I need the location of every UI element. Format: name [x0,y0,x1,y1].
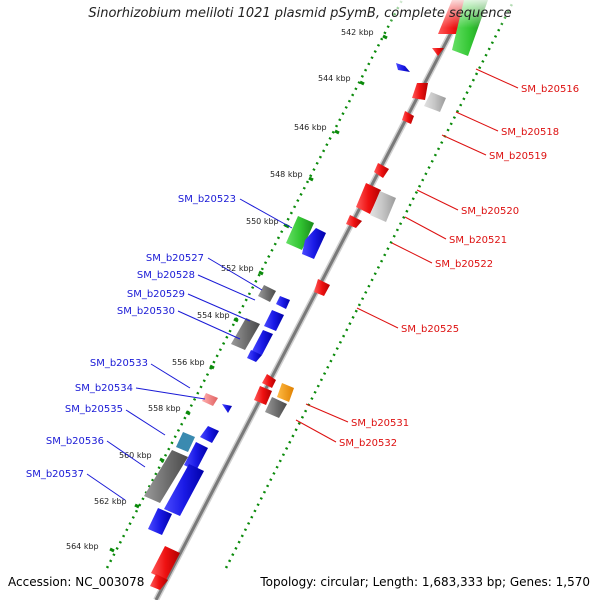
feature-blue-arrow [396,63,410,72]
tick-label-546: 546 kbp [294,123,327,132]
tick-label-542: 542 kbp [341,28,374,37]
gene-label-SM_b20520[interactable]: SM_b20520 [461,206,519,217]
feature-red [254,386,272,405]
feature-green [286,216,314,250]
gene-label-SM_b20531[interactable]: SM_b20531 [351,418,409,429]
tick-label-560: 560 kbp [119,451,152,460]
tick-label-544: 544 kbp [318,74,351,83]
gene-label-SM_b20529[interactable]: SM_b20529 [127,289,185,300]
accession-text: Accession: NC_003078 [8,575,145,589]
genome-backbone [154,0,470,600]
feature-red [356,183,381,214]
gene-label-SM_b20527[interactable]: SM_b20527 [146,253,204,264]
gene-label-SM_b20516[interactable]: SM_b20516 [521,84,579,95]
feature-teal [176,432,195,452]
reverse-label-connectors [295,68,519,443]
tick-label-562: 562 kbp [94,497,127,506]
feature-blue [302,228,326,259]
tick-label-556: 556 kbp [172,358,205,367]
feature-blue [148,508,172,535]
feature-lightgray [424,92,446,112]
tick-label-550: 550 kbp [246,217,279,226]
tick-label-564: 564 kbp [66,542,99,551]
feature-gray [231,318,260,350]
outer-ring-left [105,0,404,569]
feature-red-arrow [150,574,168,590]
gene-label-SM_b20522[interactable]: SM_b20522 [435,259,493,270]
feature-orange [277,383,294,402]
feature-blue [264,310,284,331]
feature-blue-arrow [247,350,262,362]
feature-blue [200,426,219,443]
feature-lightgray [370,191,396,222]
forward-strand-features [144,63,410,535]
map-title: Sinorhizobium meliloti 1021 plasmid pSym… [88,6,512,21]
title-fade [0,0,600,28]
gene-label-SM_b20521[interactable]: SM_b20521 [449,235,507,246]
gene-label-SM_b20536[interactable]: SM_b20536 [46,436,104,447]
tick-marks [109,34,388,553]
feature-gray [265,397,287,418]
feature-red [412,83,428,100]
feature-gray [144,450,188,503]
feature-blue [252,330,273,355]
gene-label-SM_b20530[interactable]: SM_b20530 [117,306,175,317]
feature-red-arrow [262,374,276,388]
gene-label-SM_b20534[interactable]: SM_b20534 [75,383,133,394]
feature-gray [258,285,276,302]
gene-label-SM_b20532[interactable]: SM_b20532 [339,438,397,449]
gene-label-SM_b20535[interactable]: SM_b20535 [65,404,123,415]
feature-blue-arrow [276,296,290,309]
gene-label-SM_b20519[interactable]: SM_b20519 [489,151,547,162]
tick-label-552: 552 kbp [221,264,254,273]
feature-blue [184,442,208,471]
outer-ring-right [224,0,516,569]
gene-label-SM_b20537[interactable]: SM_b20537 [26,469,84,480]
topology-summary: Topology: circular; Length: 1,683,333 bp… [260,575,590,589]
gene-label-SM_b20518[interactable]: SM_b20518 [501,127,559,138]
forward-label-connectors [86,198,293,501]
feature-red [151,546,180,580]
feature-pink [202,393,218,406]
gene-label-SM_b20533[interactable]: SM_b20533 [90,358,148,369]
feature-red-arrow [374,163,389,178]
gene-label-SM_b20525[interactable]: SM_b20525 [401,324,459,335]
tick-label-548: 548 kbp [270,170,303,179]
tick-label-558: 558 kbp [148,404,181,413]
gene-label-SM_b20528[interactable]: SM_b20528 [137,270,195,281]
reverse-strand-features [150,0,488,590]
gene-label-SM_b20523[interactable]: SM_b20523 [178,194,236,205]
feature-blue [164,464,204,516]
feature-red-arrow [402,111,414,124]
feature-red-arrow [346,215,362,228]
tick-label-554: 554 kbp [197,311,230,320]
feature-red-arrow [314,279,330,296]
feature-red-arrow [432,48,444,56]
feature-blue-arrow [222,404,232,413]
